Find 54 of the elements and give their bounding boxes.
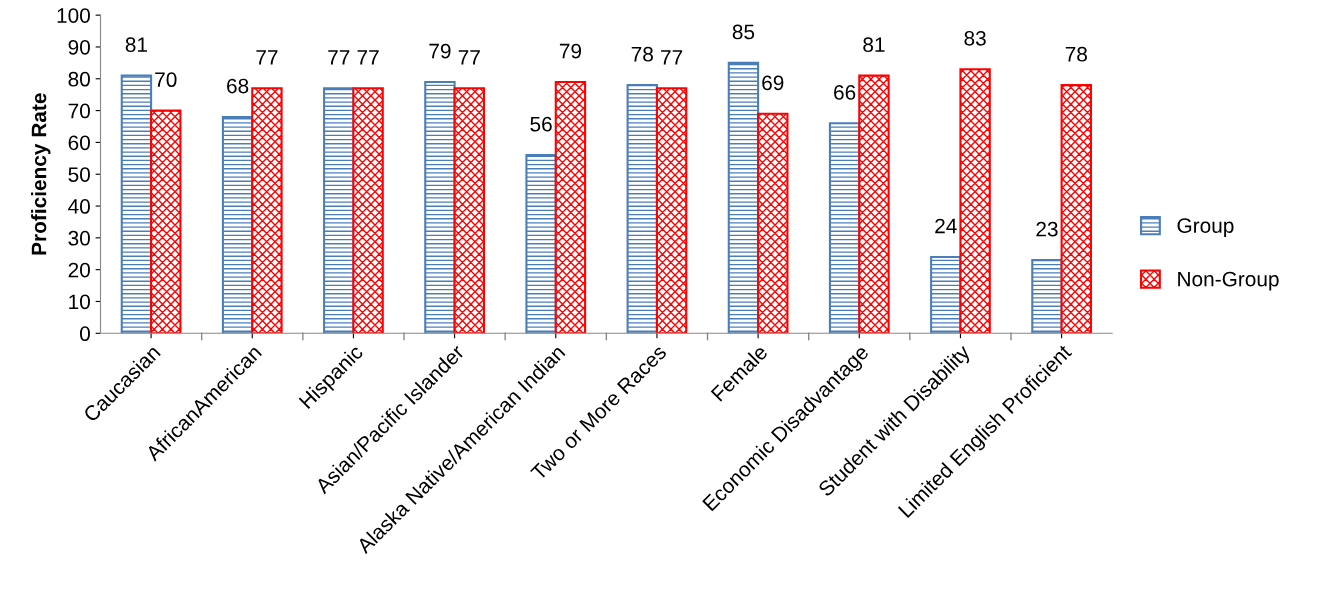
data-label: 77 [357, 50, 379, 65]
bar [655, 87, 688, 334]
bar [858, 74, 890, 334]
data-label: 70 [155, 72, 177, 88]
data-label: 23 [1036, 221, 1058, 237]
y-tick-label: 70 [68, 103, 90, 119]
data-label: 77 [661, 50, 683, 65]
data-label: 79 [429, 43, 451, 59]
data-label: 66 [834, 85, 856, 100]
data-label: 79 [559, 43, 582, 59]
bar [424, 80, 456, 334]
data-label: 83 [964, 30, 986, 46]
bar [757, 112, 789, 334]
bar [150, 109, 182, 334]
bar [828, 122, 861, 334]
bar [1031, 259, 1063, 334]
data-label: 77 [328, 50, 350, 65]
y-tick-label: 0 [80, 326, 90, 342]
y-tick-label: 80 [68, 71, 90, 87]
bar [959, 68, 991, 334]
data-label: 69 [762, 75, 784, 91]
bar [727, 61, 760, 334]
bar [554, 80, 587, 334]
bar [323, 87, 355, 334]
bar [1060, 84, 1092, 334]
bar [352, 87, 384, 334]
data-label: 81 [125, 37, 147, 53]
y-axis-title: Proficiency Rate [31, 93, 51, 255]
y-tick-label: 50 [68, 167, 90, 182]
bar [120, 74, 153, 334]
data-label: 24 [935, 218, 957, 234]
bar [453, 87, 485, 334]
y-tick-label: 100 [57, 8, 90, 23]
data-label: 85 [732, 24, 755, 40]
legend-label: Non-Group [1178, 271, 1279, 291]
data-label: 78 [631, 46, 653, 62]
y-tick-label: 20 [68, 262, 90, 278]
y-tick-label: 60 [68, 135, 90, 151]
legend-label: Group [1177, 218, 1234, 238]
bar [525, 154, 557, 334]
data-label: 78 [1065, 46, 1087, 62]
data-label: 81 [863, 37, 885, 53]
bar [626, 84, 658, 334]
y-tick-label: 90 [68, 39, 90, 55]
data-label: 77 [458, 50, 480, 65]
data-label: 68 [227, 78, 249, 94]
data-label: 77 [256, 50, 278, 65]
data-label: 56 [530, 116, 552, 132]
y-tick-label: 30 [68, 230, 90, 246]
bar [930, 255, 962, 334]
y-tick-label: 10 [69, 294, 90, 310]
bar [251, 87, 283, 334]
y-tick-label: 40 [68, 199, 90, 214]
bar [221, 115, 254, 334]
